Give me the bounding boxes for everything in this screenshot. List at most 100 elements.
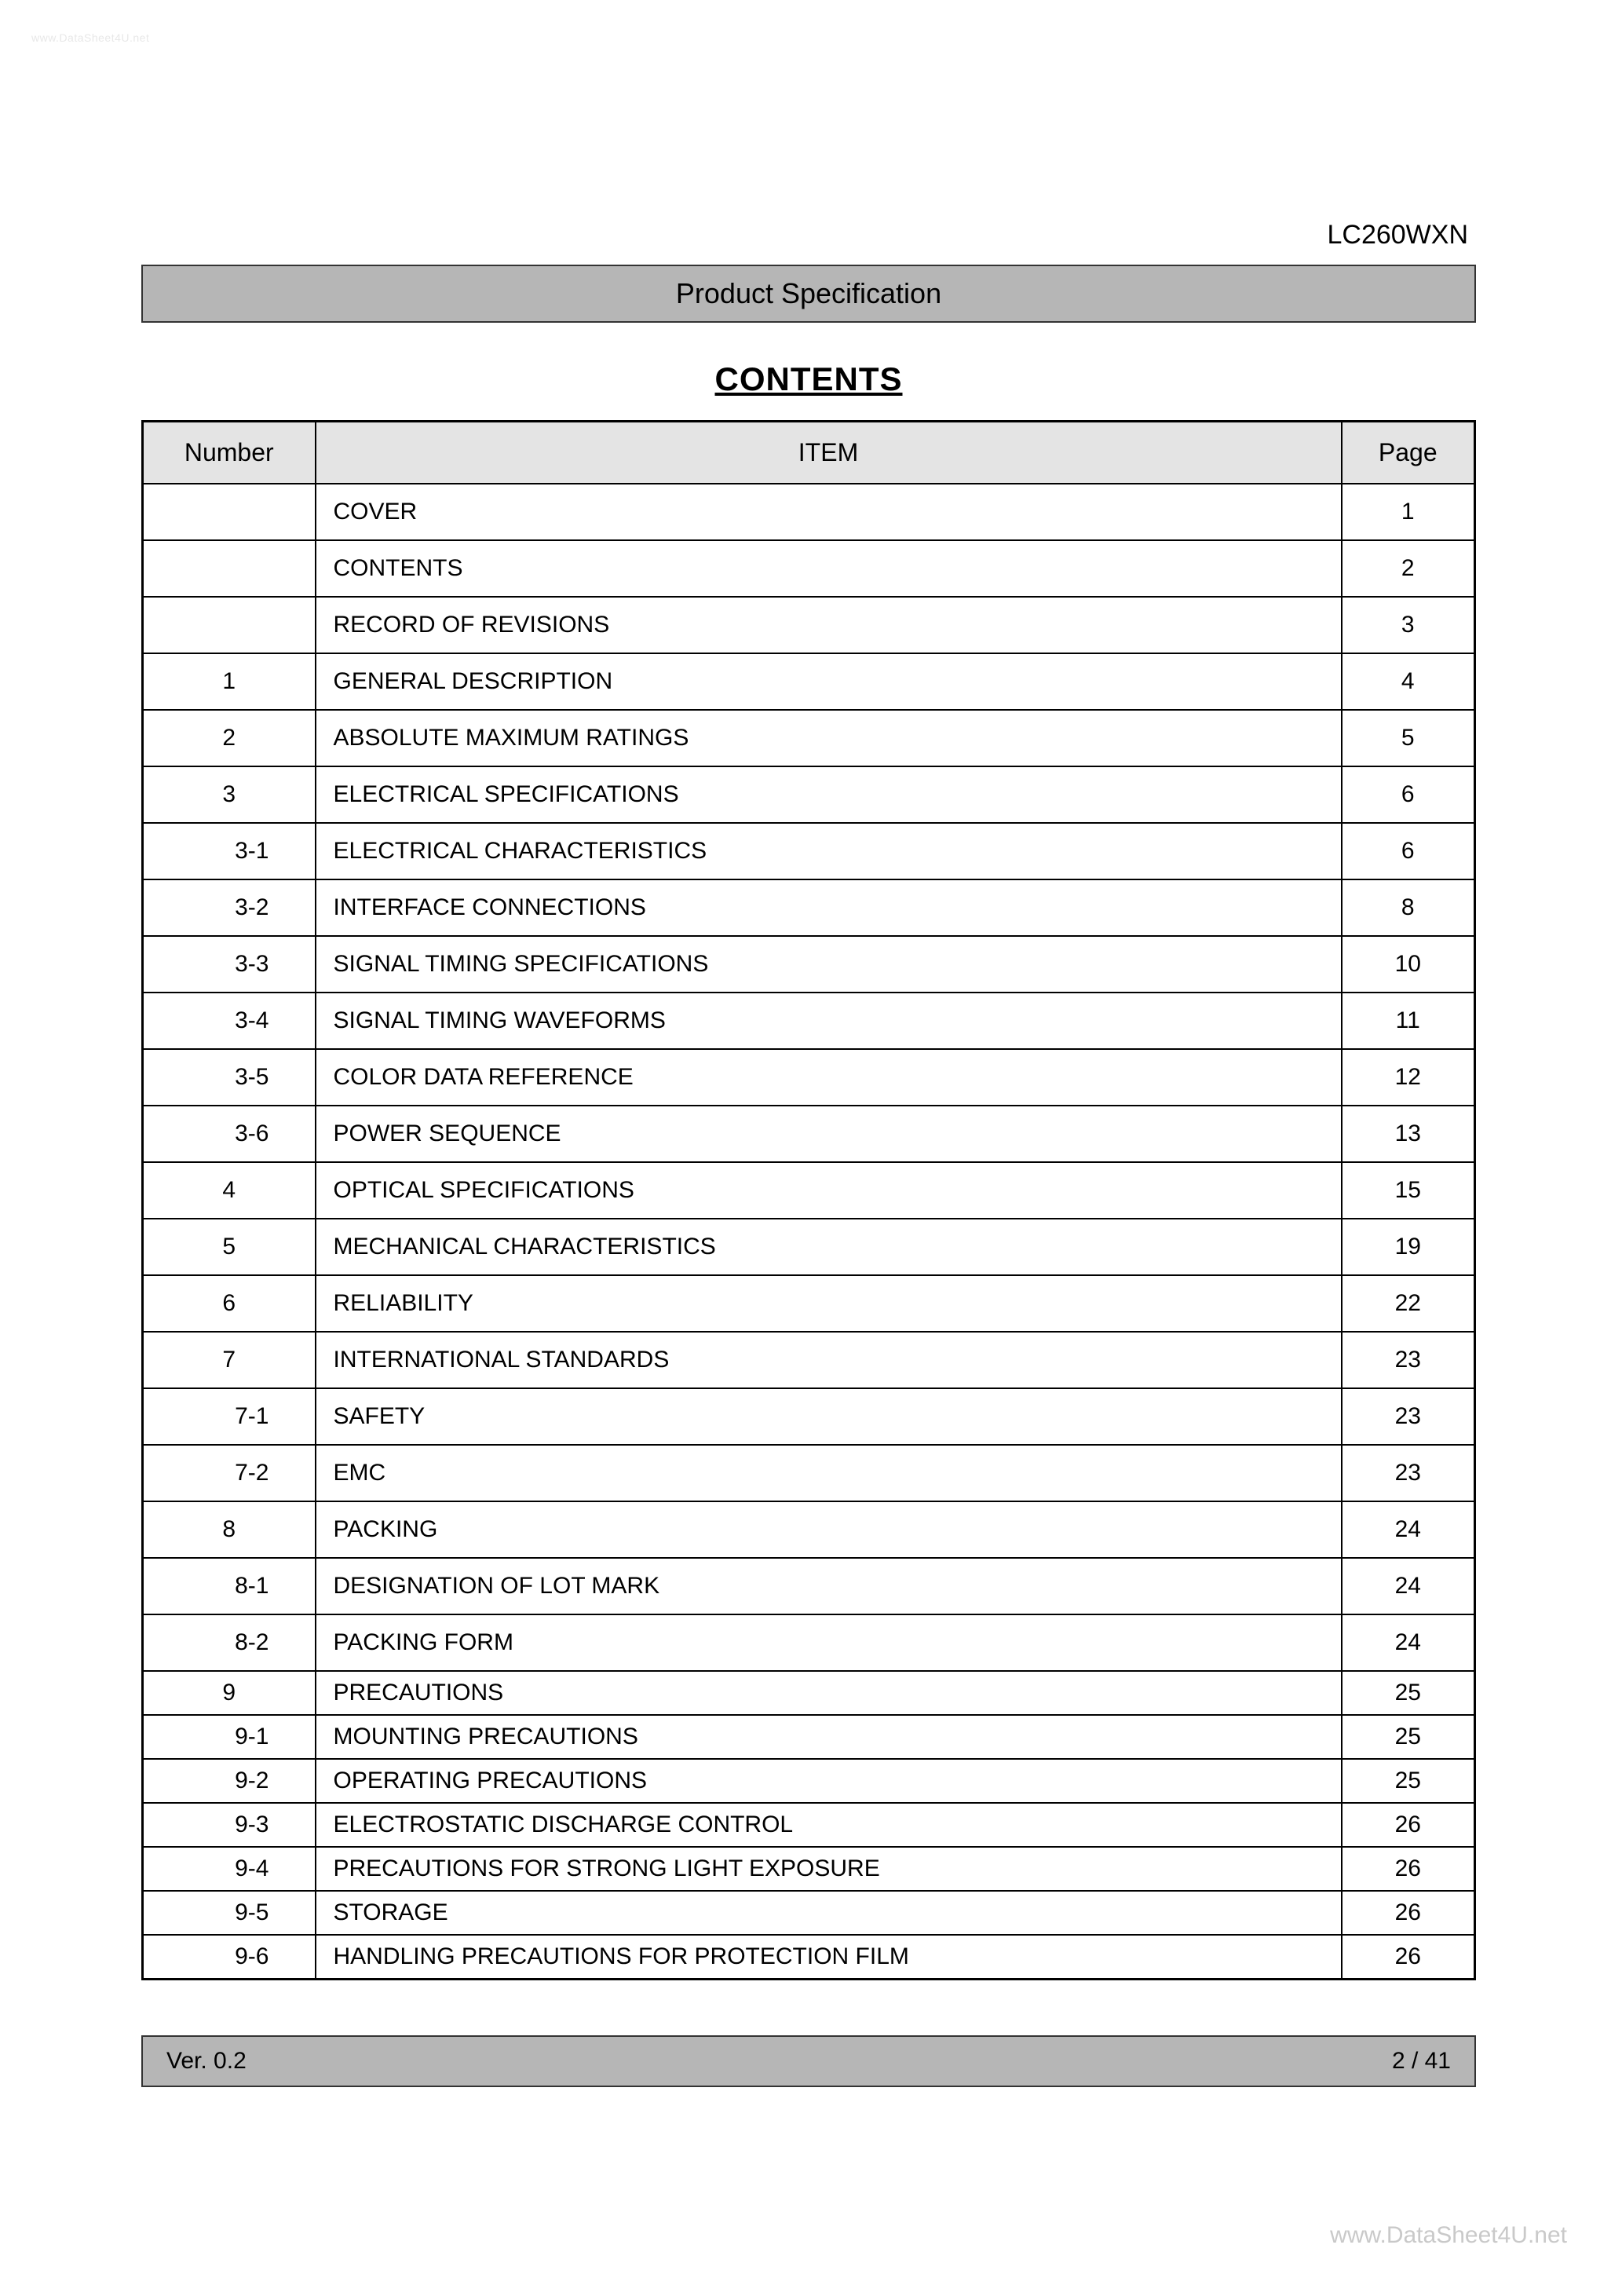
cell-item: COVER (316, 484, 1342, 540)
cell-number: 4 (143, 1162, 316, 1219)
document-page: LC260WXN Product Specification CONTENTS … (141, 220, 1476, 2087)
cell-item: INTERFACE CONNECTIONS (316, 879, 1342, 936)
cell-page: 10 (1342, 936, 1475, 993)
cell-item: OPERATING PRECAUTIONS (316, 1759, 1342, 1803)
cell-number: 3-2 (143, 879, 316, 936)
cell-number: 3-4 (143, 993, 316, 1049)
table-row: 8-2PACKING FORM24 (143, 1614, 1475, 1671)
cell-item: GENERAL DESCRIPTION (316, 653, 1342, 710)
table-row: 1GENERAL DESCRIPTION4 (143, 653, 1475, 710)
cell-item: SAFETY (316, 1388, 1342, 1445)
cell-item: MECHANICAL CHARACTERISTICS (316, 1219, 1342, 1275)
cell-page: 25 (1342, 1715, 1475, 1759)
footer-page: 2 / 41 (1392, 2048, 1451, 2075)
cell-number: 7-1 (143, 1388, 316, 1445)
cell-number: 8-2 (143, 1614, 316, 1671)
table-row: 4OPTICAL SPECIFICATIONS15 (143, 1162, 1475, 1219)
cell-item: STORAGE (316, 1891, 1342, 1935)
table-row: RECORD OF REVISIONS3 (143, 597, 1475, 653)
table-row: 7INTERNATIONAL STANDARDS23 (143, 1332, 1475, 1388)
col-header-number: Number (143, 422, 316, 484)
cell-item: ELECTRICAL SPECIFICATIONS (316, 766, 1342, 823)
watermark-bottom: www.DataSheet4U.net (1330, 2222, 1567, 2249)
table-row: 3-5COLOR DATA REFERENCE12 (143, 1049, 1475, 1106)
cell-number: 8 (143, 1501, 316, 1558)
cell-number: 2 (143, 710, 316, 766)
cell-number: 3-3 (143, 936, 316, 993)
table-row: 8-1DESIGNATION OF LOT MARK24 (143, 1558, 1475, 1614)
cell-number: 7-2 (143, 1445, 316, 1501)
cell-number: 8-1 (143, 1558, 316, 1614)
table-row: 9-1MOUNTING PRECAUTIONS25 (143, 1715, 1475, 1759)
table-row: 9PRECAUTIONS25 (143, 1671, 1475, 1715)
cell-page: 23 (1342, 1388, 1475, 1445)
cell-page: 12 (1342, 1049, 1475, 1106)
table-row: 8PACKING24 (143, 1501, 1475, 1558)
table-row: 5MECHANICAL CHARACTERISTICS19 (143, 1219, 1475, 1275)
table-row: COVER1 (143, 484, 1475, 540)
table-row: 9-2OPERATING PRECAUTIONS25 (143, 1759, 1475, 1803)
cell-page: 5 (1342, 710, 1475, 766)
cell-page: 11 (1342, 993, 1475, 1049)
cell-item: SIGNAL TIMING SPECIFICATIONS (316, 936, 1342, 993)
cell-item: PACKING (316, 1501, 1342, 1558)
table-row: CONTENTS2 (143, 540, 1475, 597)
contents-heading: CONTENTS (141, 360, 1476, 398)
table-row: 7-2EMC23 (143, 1445, 1475, 1501)
cell-item: PACKING FORM (316, 1614, 1342, 1671)
cell-page: 24 (1342, 1614, 1475, 1671)
cell-number: 9-2 (143, 1759, 316, 1803)
cell-page: 15 (1342, 1162, 1475, 1219)
cell-page: 19 (1342, 1219, 1475, 1275)
cell-item: ELECTRICAL CHARACTERISTICS (316, 823, 1342, 879)
cell-page: 22 (1342, 1275, 1475, 1332)
cell-item: DESIGNATION OF LOT MARK (316, 1558, 1342, 1614)
cell-item: COLOR DATA REFERENCE (316, 1049, 1342, 1106)
cell-page: 26 (1342, 1803, 1475, 1847)
cell-number: 7 (143, 1332, 316, 1388)
table-row: 3-6POWER SEQUENCE13 (143, 1106, 1475, 1162)
cell-item: EMC (316, 1445, 1342, 1501)
cell-page: 26 (1342, 1935, 1475, 1980)
cell-page: 1 (1342, 484, 1475, 540)
title-bar-text: Product Specification (676, 277, 941, 310)
table-row: 3ELECTRICAL SPECIFICATIONS6 (143, 766, 1475, 823)
cell-number: 9-5 (143, 1891, 316, 1935)
cell-number: 9-3 (143, 1803, 316, 1847)
cell-page: 13 (1342, 1106, 1475, 1162)
col-header-page: Page (1342, 422, 1475, 484)
cell-number (143, 484, 316, 540)
cell-item: ABSOLUTE MAXIMUM RATINGS (316, 710, 1342, 766)
cell-number: 3 (143, 766, 316, 823)
cell-item: RELIABILITY (316, 1275, 1342, 1332)
cell-number: 3-6 (143, 1106, 316, 1162)
cell-number: 3-5 (143, 1049, 316, 1106)
cell-item: INTERNATIONAL STANDARDS (316, 1332, 1342, 1388)
cell-item: MOUNTING PRECAUTIONS (316, 1715, 1342, 1759)
table-row: 9-6HANDLING PRECAUTIONS FOR PROTECTION F… (143, 1935, 1475, 1980)
watermark-top: www.DataSheet4U.net (31, 31, 149, 44)
cell-item: SIGNAL TIMING WAVEFORMS (316, 993, 1342, 1049)
table-row: 2ABSOLUTE MAXIMUM RATINGS5 (143, 710, 1475, 766)
cell-page: 6 (1342, 823, 1475, 879)
table-row: 9-3ELECTROSTATIC DISCHARGE CONTROL26 (143, 1803, 1475, 1847)
cell-page: 23 (1342, 1332, 1475, 1388)
cell-item: PRECAUTIONS FOR STRONG LIGHT EXPOSURE (316, 1847, 1342, 1891)
contents-table: Number ITEM Page COVER1CONTENTS2RECORD O… (141, 420, 1476, 1980)
cell-number: 9-4 (143, 1847, 316, 1891)
cell-page: 25 (1342, 1759, 1475, 1803)
cell-page: 4 (1342, 653, 1475, 710)
cell-page: 24 (1342, 1501, 1475, 1558)
table-row: 7-1SAFETY23 (143, 1388, 1475, 1445)
cell-page: 25 (1342, 1671, 1475, 1715)
cell-number: 3-1 (143, 823, 316, 879)
cell-page: 23 (1342, 1445, 1475, 1501)
cell-item: OPTICAL SPECIFICATIONS (316, 1162, 1342, 1219)
cell-page: 6 (1342, 766, 1475, 823)
cell-number (143, 540, 316, 597)
col-header-item: ITEM (316, 422, 1342, 484)
model-number: LC260WXN (141, 220, 1476, 250)
title-bar: Product Specification (141, 265, 1476, 323)
table-row: 9-4PRECAUTIONS FOR STRONG LIGHT EXPOSURE… (143, 1847, 1475, 1891)
table-row: 3-1ELECTRICAL CHARACTERISTICS6 (143, 823, 1475, 879)
